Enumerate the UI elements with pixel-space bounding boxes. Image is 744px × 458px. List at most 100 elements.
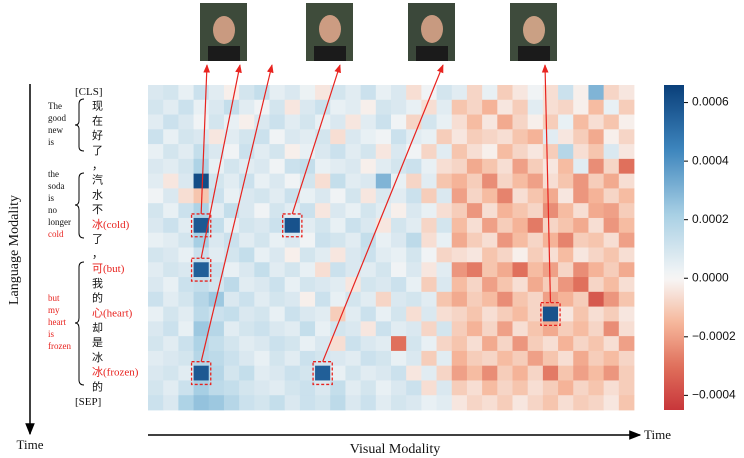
frame-image [510, 3, 557, 61]
heatmap-cell [558, 366, 574, 381]
heatmap-cell [361, 188, 377, 203]
heatmap-cell [482, 100, 498, 115]
heatmap-cell [558, 115, 574, 130]
heatmap-cell [452, 366, 468, 381]
heatmap-cell [558, 218, 574, 233]
heatmap-cell [163, 366, 179, 381]
heatmap-cell [315, 85, 331, 100]
row-label: 了 [92, 233, 103, 246]
heatmap-cell [543, 351, 559, 366]
heatmap-cell [361, 174, 377, 189]
heatmap-cell [391, 395, 407, 410]
heatmap-cell [330, 129, 346, 144]
heatmap-cell [513, 321, 529, 336]
heatmap-cell [421, 129, 437, 144]
heatmap-cell [558, 262, 574, 277]
heatmap-cell [421, 366, 437, 381]
heatmap-cell [315, 144, 331, 159]
heatmap-cell [178, 336, 194, 351]
heatmap-cell [482, 248, 498, 263]
heatmap-cell [482, 351, 498, 366]
heatmap-cell [467, 174, 483, 189]
heatmap-cell [315, 351, 331, 366]
heatmap-cell [345, 144, 361, 159]
heatmap-cell [421, 159, 437, 174]
heatmap-cell [376, 277, 392, 292]
heatmap-cell [345, 174, 361, 189]
heatmap-cell [558, 248, 574, 263]
translation-word: is [48, 193, 55, 203]
heatmap-cell [497, 336, 513, 351]
heatmap-cell [209, 129, 225, 144]
heatmap-cell [148, 395, 164, 410]
heatmap-cell [148, 174, 164, 189]
heatmap-cell [573, 174, 589, 189]
heatmap-cell [345, 188, 361, 203]
heatmap-cell [300, 188, 316, 203]
row-label: [SEP] [75, 396, 101, 408]
heatmap-cell [330, 277, 346, 292]
heatmap-cell [270, 174, 286, 189]
heatmap-cell [224, 380, 240, 395]
heatmap-cell [588, 292, 604, 307]
heatmap-cell [513, 115, 529, 130]
heatmap-cell [345, 129, 361, 144]
heatmap-cell [285, 115, 301, 130]
heatmap-cell [558, 277, 574, 292]
heatmap-cell [573, 144, 589, 159]
heatmap-cell [467, 233, 483, 248]
heatmap-cell [239, 115, 255, 130]
heatmap-cell [361, 336, 377, 351]
heatmap-cell [604, 351, 620, 366]
heatmap-cell [148, 262, 164, 277]
heatmap-cell [345, 85, 361, 100]
heatmap-cell [406, 262, 422, 277]
heatmap-cell [528, 144, 544, 159]
heatmap-cell [163, 395, 179, 410]
heatmap-cell [239, 292, 255, 307]
heatmap-cell [345, 380, 361, 395]
heatmap-cell [467, 395, 483, 410]
heatmap-cell [376, 292, 392, 307]
heatmap-cell [619, 129, 635, 144]
heatmap-cell [588, 100, 604, 115]
heatmap-cell [178, 100, 194, 115]
heatmap-cell [513, 292, 529, 307]
heatmap-cell [588, 159, 604, 174]
heatmap-cell [391, 321, 407, 336]
heatmap-cell [573, 366, 589, 381]
heatmap-cell [300, 307, 316, 322]
heatmap-cell [573, 85, 589, 100]
heatmap-cell [361, 366, 377, 381]
heatmap-cell [300, 292, 316, 307]
heatmap-cell [163, 307, 179, 322]
heatmap-cell [376, 115, 392, 130]
heatmap-cell [406, 307, 422, 322]
heatmap-cell [194, 321, 210, 336]
heatmap-cell [452, 395, 468, 410]
heatmap-cell [254, 203, 270, 218]
heatmap-cell [528, 115, 544, 130]
heatmap-cell [285, 203, 301, 218]
heatmap-cell [604, 218, 620, 233]
heatmap-cell [558, 336, 574, 351]
heatmap-cell [224, 262, 240, 277]
heatmap-cell [270, 129, 286, 144]
heatmap-cell [528, 129, 544, 144]
heatmap-cell [391, 307, 407, 322]
heatmap-cell [573, 336, 589, 351]
heatmap-cell [437, 159, 453, 174]
heatmap-cell [604, 85, 620, 100]
heatmap-cell [406, 174, 422, 189]
heatmap-cell [315, 218, 331, 233]
heatmap-cell [361, 262, 377, 277]
heatmap-cell [391, 248, 407, 263]
heatmap-cell [376, 366, 392, 381]
heatmap-cell [315, 188, 331, 203]
heatmap-cell [588, 277, 604, 292]
heatmap-cell [543, 159, 559, 174]
heatmap-cell [452, 174, 468, 189]
heatmap-cell [467, 100, 483, 115]
heatmap-cell [376, 336, 392, 351]
heatmap-cell [300, 321, 316, 336]
